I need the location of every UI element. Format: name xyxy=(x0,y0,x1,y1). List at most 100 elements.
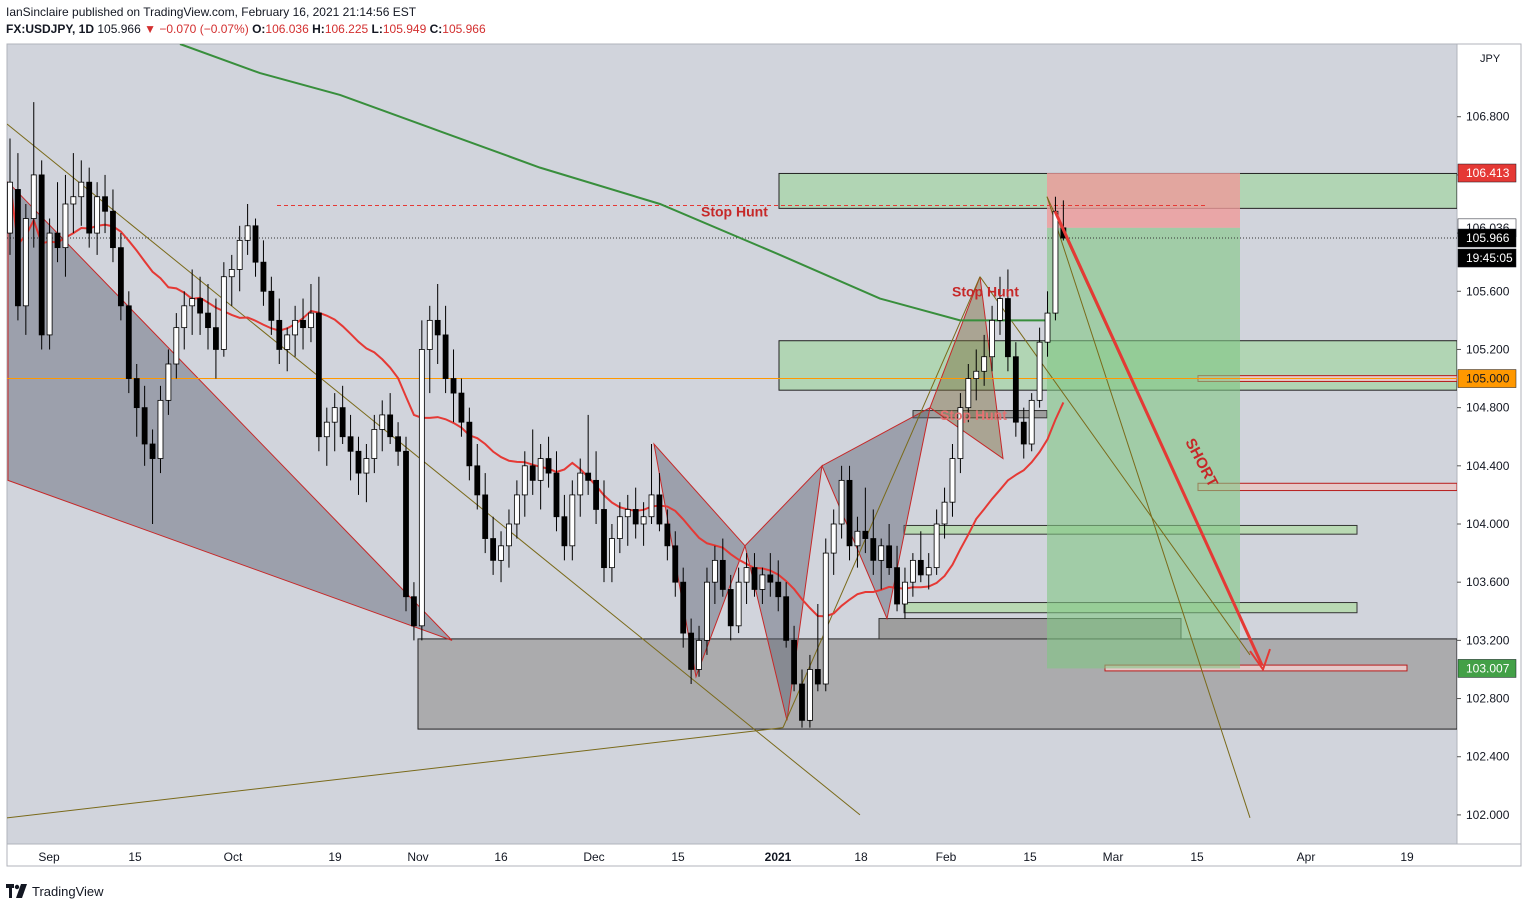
candle-body xyxy=(830,523,837,554)
candle-body xyxy=(719,559,726,590)
price-badge-label: 105.966 xyxy=(1466,231,1510,245)
candle-body xyxy=(474,465,481,496)
take-profit-box xyxy=(1047,227,1240,669)
low-label: L: xyxy=(371,22,383,36)
price-tick-label: 102.000 xyxy=(1466,808,1510,822)
open-value: 106.036 xyxy=(265,22,309,36)
candle-body xyxy=(624,509,631,518)
price-badge-label: 105.000 xyxy=(1466,372,1510,386)
candle-body xyxy=(331,407,338,423)
candle-body xyxy=(997,298,1003,321)
candle-body xyxy=(292,319,299,336)
candle-body xyxy=(648,494,655,518)
stop-hunt-label: Stop Hunt xyxy=(952,283,1019,299)
candle-body xyxy=(197,298,203,314)
price-tick-label: 105.200 xyxy=(1466,342,1510,356)
publish-line: IanSinclaire published on TradingView.co… xyxy=(6,5,417,19)
stop-hunt-label: Stop Hunt xyxy=(701,203,768,219)
trend-line xyxy=(7,123,861,816)
time-tick-label: Sep xyxy=(38,850,60,864)
candle-body xyxy=(308,312,314,329)
trend-line xyxy=(7,727,784,819)
candle-body xyxy=(711,559,718,583)
open-label: O: xyxy=(252,22,266,36)
candle-body xyxy=(965,378,972,409)
candle-body xyxy=(799,683,805,721)
candle-body xyxy=(957,407,964,459)
moving-average-green xyxy=(179,44,1047,322)
candle-body xyxy=(838,479,845,525)
candle-body xyxy=(561,516,568,547)
time-tick-label: 15 xyxy=(128,850,142,864)
candle-body xyxy=(917,559,924,576)
candle-body xyxy=(506,523,512,547)
trend-line xyxy=(979,276,1251,656)
candle-body xyxy=(276,319,283,350)
candle-body xyxy=(482,494,489,539)
candle-body xyxy=(244,225,251,241)
harmonic-pattern-5 xyxy=(929,276,1004,460)
candle-body xyxy=(458,392,465,423)
candle-body xyxy=(727,589,734,627)
candle-body xyxy=(236,239,243,270)
candle-body xyxy=(664,523,671,547)
candle-body xyxy=(569,494,576,547)
candle-body xyxy=(102,196,108,212)
price-tick-label: 105.600 xyxy=(1466,284,1510,298)
trend-line xyxy=(782,276,981,728)
candle-body xyxy=(252,225,259,263)
candle-body xyxy=(862,530,869,539)
candle-body xyxy=(411,596,417,627)
candle-body xyxy=(157,399,164,459)
candle-body xyxy=(62,203,69,249)
time-tick-label: 19 xyxy=(328,850,342,864)
time-tick-label: Apr xyxy=(1297,850,1316,864)
price-badge-level xyxy=(1457,369,1517,388)
time-tick-label: 2021 xyxy=(765,850,792,864)
candle-body xyxy=(577,472,584,496)
time-tick-label: 19 xyxy=(1400,850,1414,864)
currency-label: JPY xyxy=(1480,53,1501,65)
harmonic-pattern-3 xyxy=(744,464,823,721)
candle-body xyxy=(30,174,37,219)
candle-body xyxy=(783,596,790,641)
candle-body xyxy=(442,334,449,379)
candle-body xyxy=(656,494,663,525)
tradingview-logo-icon xyxy=(6,884,27,898)
candle-body xyxy=(94,196,101,234)
candle-body xyxy=(70,196,77,205)
high-label: H: xyxy=(312,22,325,36)
price-badge-countdown xyxy=(1457,248,1517,268)
candle-body xyxy=(86,181,93,234)
candle-body xyxy=(743,567,750,583)
candle-body xyxy=(339,407,346,438)
candle-body xyxy=(22,218,29,307)
candle-body xyxy=(38,174,45,336)
candle-body xyxy=(791,639,797,685)
close-label: C: xyxy=(429,22,443,36)
candle-body xyxy=(165,363,172,401)
candle-body xyxy=(46,232,53,336)
candle-body xyxy=(189,298,196,307)
candle-body xyxy=(181,305,188,329)
candle-body xyxy=(347,436,354,452)
candle-body xyxy=(894,567,900,605)
candle-body xyxy=(751,567,758,590)
candle-body xyxy=(213,327,219,350)
candle-body xyxy=(403,450,409,598)
price-tick-label: 104.800 xyxy=(1466,401,1510,415)
candle-body xyxy=(688,632,695,670)
price-badge-label: 106.413 xyxy=(1466,166,1510,180)
chart-header: IanSinclaire published on TradingView.co… xyxy=(6,4,486,38)
candle-body xyxy=(680,581,687,634)
candle-body xyxy=(640,516,647,525)
candle-body xyxy=(545,458,552,474)
time-tick-label: Mar xyxy=(1103,850,1124,864)
candle-body xyxy=(616,516,623,539)
time-tick-label: Feb xyxy=(936,850,957,864)
footer-brand[interactable]: TradingView xyxy=(32,883,104,899)
candle-body xyxy=(284,334,291,350)
ohlc-line: FX:USDJPY, 1D 105.966 ▼ −0.070 (−0.07%) … xyxy=(6,21,486,38)
